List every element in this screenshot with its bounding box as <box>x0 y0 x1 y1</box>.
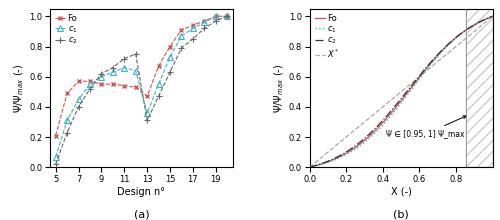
$c_1$ <box>190 27 196 30</box>
Y-axis label: $\Psi/\Psi_{max}$ (-): $\Psi/\Psi_{max}$ (-) <box>272 63 286 113</box>
$c_1$ <box>224 15 230 18</box>
$c_1$ <box>490 15 496 18</box>
$X^*$ <box>490 15 496 18</box>
$c_1$ <box>110 71 116 73</box>
$c_2$ <box>416 75 422 78</box>
Line: Fo: Fo <box>310 16 492 167</box>
$c_2$ <box>144 119 150 122</box>
$c_2$ <box>110 66 116 69</box>
$c_2$ <box>87 87 93 90</box>
X-axis label: X (-): X (-) <box>390 187 411 197</box>
$X^*$ <box>485 19 491 21</box>
Fo <box>394 105 400 108</box>
Fo <box>490 15 496 18</box>
Line: $c_1$: $c_1$ <box>310 16 492 167</box>
$c_1$ <box>98 75 104 78</box>
$c_1$ <box>156 83 162 86</box>
$X^*$ <box>456 42 462 45</box>
Fo <box>76 80 82 82</box>
Fo <box>202 20 207 22</box>
$c_2$ <box>76 106 82 108</box>
$c_2$ <box>52 163 59 165</box>
Fo <box>178 29 184 31</box>
$c_1$ <box>52 155 59 158</box>
Y-axis label: $\Psi/\Psi_{max}$ (-): $\Psi/\Psi_{max}$ (-) <box>12 63 26 113</box>
Fo <box>64 92 70 95</box>
$c_1$ <box>122 66 128 69</box>
Text: (a): (a) <box>134 210 149 220</box>
$c_2$ <box>190 38 196 40</box>
$c_2$ <box>485 17 491 19</box>
$X^*$ <box>416 76 422 79</box>
$X^*$ <box>406 84 411 87</box>
Fo <box>87 80 93 82</box>
Line: Fo: Fo <box>54 14 230 138</box>
$c_1$ <box>456 34 462 37</box>
$c_2$ <box>202 27 207 30</box>
Fo <box>406 90 411 92</box>
$c_1$ <box>167 56 173 58</box>
$c_1$ <box>394 108 400 110</box>
$c_1$ <box>212 15 218 18</box>
$c_2$ <box>394 103 400 106</box>
$c_2$ <box>167 71 173 73</box>
$c_2$ <box>212 20 218 22</box>
Line: $c_2$: $c_2$ <box>53 14 230 167</box>
$X^*$ <box>394 94 400 97</box>
$c_1$ <box>76 98 82 101</box>
$c_1$ <box>64 119 70 122</box>
Line: $c_2$: $c_2$ <box>310 16 492 167</box>
$c_1$ <box>485 17 491 19</box>
$X^*$ <box>306 166 312 169</box>
Fo <box>144 95 150 98</box>
$c_1$ <box>178 35 184 37</box>
Fo <box>156 65 162 68</box>
$c_1$ <box>416 79 422 82</box>
$c_2$ <box>406 88 411 91</box>
Text: Ψ ∈ [0.95, 1] Ψ_max: Ψ ∈ [0.95, 1] Ψ_max <box>386 116 466 139</box>
Fo <box>212 15 218 18</box>
$X^*$ <box>394 93 400 96</box>
Fo <box>306 166 312 169</box>
$c_2$ <box>306 166 312 169</box>
Fo <box>167 45 173 48</box>
$c_2$ <box>98 72 104 75</box>
$c_1$ <box>144 112 150 114</box>
Fo <box>110 83 116 86</box>
$c_2$ <box>394 102 400 104</box>
$c_2$ <box>122 57 128 60</box>
$c_1$ <box>87 83 93 86</box>
Text: (b): (b) <box>393 210 409 220</box>
Fo <box>224 15 230 18</box>
Fo <box>122 84 128 87</box>
Legend: Fo, $c_1$, $c_2$: Fo, $c_1$, $c_2$ <box>54 13 78 47</box>
Fo <box>98 83 104 86</box>
X-axis label: Design n°: Design n° <box>118 187 166 197</box>
$c_2$ <box>64 131 70 134</box>
Fo <box>52 134 59 137</box>
Fo <box>456 33 462 36</box>
Fo <box>485 17 491 19</box>
$c_2$ <box>156 95 162 98</box>
$c_1$ <box>406 92 411 95</box>
$c_2$ <box>132 53 138 55</box>
Line: $c_1$: $c_1$ <box>53 14 230 160</box>
$c_1$ <box>132 69 138 72</box>
Fo <box>190 24 196 27</box>
Fo <box>132 86 138 89</box>
Line: $X^*$: $X^*$ <box>310 16 492 167</box>
$c_1$ <box>394 106 400 109</box>
$c_1$ <box>306 166 312 169</box>
$c_2$ <box>490 15 496 18</box>
$c_2$ <box>178 47 184 49</box>
Fo <box>416 77 422 80</box>
Legend: Fo, $c_1$, $c_2$, $X^*$: Fo, $c_1$, $c_2$, $X^*$ <box>314 13 340 61</box>
$c_1$ <box>202 21 207 24</box>
$c_2$ <box>224 15 230 18</box>
$c_2$ <box>456 33 462 36</box>
Fo <box>394 104 400 106</box>
